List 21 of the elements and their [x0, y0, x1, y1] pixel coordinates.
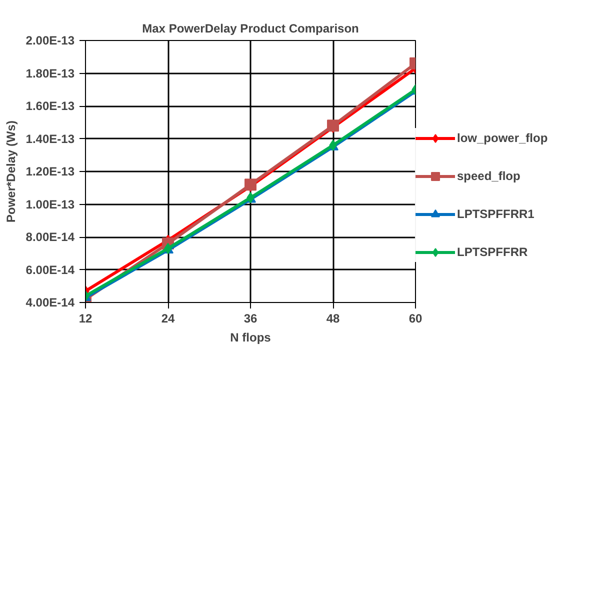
legend-label: LPTSPFFRR	[457, 245, 528, 259]
x-tick-label: 24	[161, 312, 175, 326]
y-axis-title: Power*Delay (Ws)	[4, 120, 18, 223]
y-tick-label: 4.00E-14	[26, 296, 75, 310]
y-tick-label: 1.00E-13	[26, 197, 75, 212]
x-tick-label: 12	[78, 312, 92, 326]
x-tick-label: 36	[244, 312, 258, 326]
y-tick-label: 2.00E-13	[26, 34, 75, 48]
x-tick-label: 48	[326, 312, 340, 326]
chart-title: Max PowerDelay Product Comparison	[142, 22, 359, 36]
y-tick-label: 6.00E-14	[26, 262, 75, 277]
legend-label: low_power_flop	[457, 131, 548, 145]
legend-label: LPTSPFFRR1	[457, 207, 534, 221]
y-tick-label: 1.80E-13	[26, 66, 75, 80]
x-axis-title: N flops	[230, 330, 272, 344]
y-tick-label: 1.40E-13	[26, 132, 75, 146]
y-tick-label: 8.00E-14	[26, 230, 75, 244]
legend-label: speed_flop	[457, 169, 520, 183]
y-tick-label: 1.60E-13	[26, 99, 75, 113]
x-tick-label: 60	[408, 312, 422, 326]
y-tick-label: 1.20E-13	[26, 164, 75, 178]
